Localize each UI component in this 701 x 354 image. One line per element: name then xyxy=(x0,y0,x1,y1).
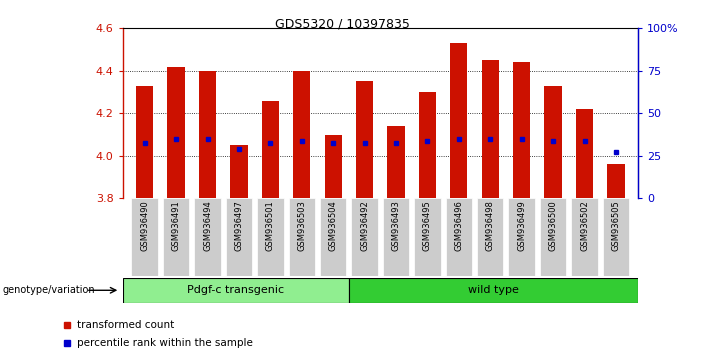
FancyBboxPatch shape xyxy=(349,278,638,303)
Text: GDS5320 / 10397835: GDS5320 / 10397835 xyxy=(275,18,410,31)
Bar xyxy=(607,164,625,198)
Bar xyxy=(168,67,185,198)
Text: percentile rank within the sample: percentile rank within the sample xyxy=(77,338,253,348)
Bar xyxy=(356,81,373,198)
Text: GSM936493: GSM936493 xyxy=(391,201,400,251)
Text: GSM936494: GSM936494 xyxy=(203,201,212,251)
FancyBboxPatch shape xyxy=(351,198,378,276)
FancyBboxPatch shape xyxy=(540,198,566,276)
Bar xyxy=(199,71,216,198)
Text: GSM936501: GSM936501 xyxy=(266,201,275,251)
Text: GSM936496: GSM936496 xyxy=(454,201,463,251)
Text: GSM936491: GSM936491 xyxy=(172,201,181,251)
FancyBboxPatch shape xyxy=(194,198,221,276)
Bar xyxy=(388,126,404,198)
Text: GSM936492: GSM936492 xyxy=(360,201,369,251)
FancyBboxPatch shape xyxy=(446,198,472,276)
Bar xyxy=(513,62,531,198)
Bar xyxy=(418,92,436,198)
Bar xyxy=(325,135,342,198)
Text: GSM936498: GSM936498 xyxy=(486,201,495,251)
Text: genotype/variation: genotype/variation xyxy=(3,285,95,295)
Text: GSM936499: GSM936499 xyxy=(517,201,526,251)
Text: GSM936490: GSM936490 xyxy=(140,201,149,251)
Bar xyxy=(136,86,154,198)
FancyBboxPatch shape xyxy=(508,198,535,276)
Text: GSM936503: GSM936503 xyxy=(297,201,306,251)
Bar xyxy=(576,109,593,198)
Text: Pdgf-c transgenic: Pdgf-c transgenic xyxy=(187,285,285,295)
Bar xyxy=(230,145,247,198)
FancyBboxPatch shape xyxy=(163,198,189,276)
FancyBboxPatch shape xyxy=(123,278,349,303)
FancyBboxPatch shape xyxy=(383,198,409,276)
FancyBboxPatch shape xyxy=(226,198,252,276)
FancyBboxPatch shape xyxy=(414,198,441,276)
Text: GSM936502: GSM936502 xyxy=(580,201,589,251)
Bar xyxy=(482,60,499,198)
Text: GSM936497: GSM936497 xyxy=(234,201,243,251)
Bar xyxy=(545,86,562,198)
FancyBboxPatch shape xyxy=(320,198,346,276)
Bar xyxy=(293,71,311,198)
FancyBboxPatch shape xyxy=(603,198,629,276)
Text: GSM936500: GSM936500 xyxy=(549,201,557,251)
Bar xyxy=(261,101,279,198)
FancyBboxPatch shape xyxy=(289,198,315,276)
Text: GSM936505: GSM936505 xyxy=(611,201,620,251)
Text: wild type: wild type xyxy=(468,285,519,295)
Text: GSM936504: GSM936504 xyxy=(329,201,338,251)
FancyBboxPatch shape xyxy=(132,198,158,276)
FancyBboxPatch shape xyxy=(257,198,283,276)
FancyBboxPatch shape xyxy=(571,198,598,276)
Text: transformed count: transformed count xyxy=(77,320,175,330)
Text: GSM936495: GSM936495 xyxy=(423,201,432,251)
FancyBboxPatch shape xyxy=(477,198,503,276)
Bar xyxy=(450,43,468,198)
